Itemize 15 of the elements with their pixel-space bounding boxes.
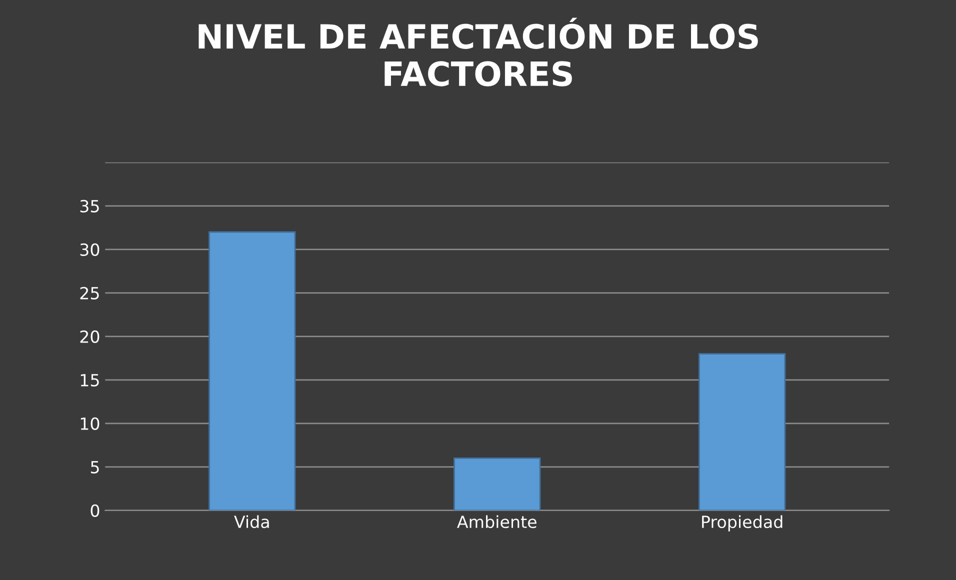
y-tick-label: 5 xyxy=(90,461,99,474)
x-tick-label: Vida xyxy=(234,515,269,528)
x-tick-label: Propiedad xyxy=(702,515,782,532)
y-tick-label: 10 xyxy=(80,417,100,430)
bar xyxy=(454,458,541,510)
bar xyxy=(208,231,296,510)
x-tick-label: Ambiente xyxy=(457,515,536,528)
chart-title: NIVEL DE AFECTACIÓN DE LOS FACTORES xyxy=(198,18,758,86)
bar xyxy=(698,353,786,510)
y-tick-label: 35 xyxy=(80,200,99,212)
y-tick-label: 0 xyxy=(90,504,100,517)
y-tick-label: 20 xyxy=(80,330,100,343)
y-tick-label: 25 xyxy=(80,286,99,300)
y-tick-label: 30 xyxy=(80,243,100,256)
y-tick-label: 15 xyxy=(80,374,99,386)
